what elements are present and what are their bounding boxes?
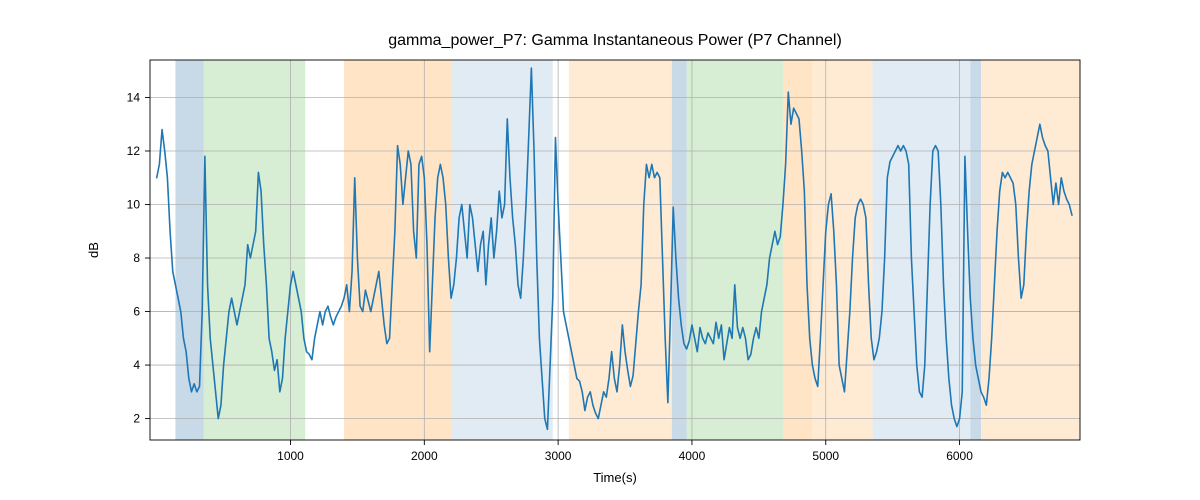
band bbox=[569, 60, 672, 440]
y-tick-labels: 2 4 6 8 10 12 14 bbox=[127, 90, 150, 425]
x-tick-label: 6000 bbox=[946, 449, 973, 463]
band bbox=[873, 60, 971, 440]
y-tick-label: 8 bbox=[133, 251, 140, 265]
chart-title: gamma_power_P7: Gamma Instantaneous Powe… bbox=[388, 32, 842, 49]
y-tick-label: 4 bbox=[133, 358, 140, 372]
y-axis-label: dB bbox=[86, 242, 101, 258]
x-tick-label: 2000 bbox=[411, 449, 438, 463]
y-tick-label: 2 bbox=[133, 412, 140, 426]
band bbox=[687, 60, 783, 440]
band bbox=[344, 60, 451, 440]
band bbox=[204, 60, 306, 440]
y-tick-label: 12 bbox=[127, 144, 141, 158]
chart-svg: gamma_power_P7: Gamma Instantaneous Powe… bbox=[0, 0, 1200, 500]
band bbox=[672, 60, 687, 440]
x-axis-label: Time(s) bbox=[593, 470, 637, 485]
x-tick-label: 3000 bbox=[545, 449, 572, 463]
x-tick-label: 4000 bbox=[679, 449, 706, 463]
x-tick-label: 5000 bbox=[812, 449, 839, 463]
background-bands bbox=[175, 60, 1080, 440]
y-tick-label: 10 bbox=[127, 198, 141, 212]
y-tick-label: 14 bbox=[127, 90, 141, 104]
y-tick-label: 6 bbox=[133, 305, 140, 319]
x-tick-label: 1000 bbox=[277, 449, 304, 463]
x-tick-labels: 1000 2000 3000 4000 5000 6000 bbox=[277, 440, 973, 463]
chart-container: gamma_power_P7: Gamma Instantaneous Powe… bbox=[0, 0, 1200, 500]
